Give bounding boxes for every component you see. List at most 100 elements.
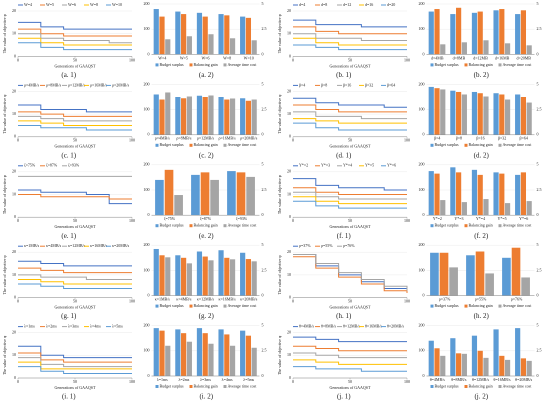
y-tick-label: 200 bbox=[144, 1, 150, 6]
series-line bbox=[293, 104, 407, 113]
legend-swatch bbox=[155, 304, 159, 308]
y-tick-label: 0 bbox=[262, 51, 264, 56]
bar bbox=[236, 172, 246, 216]
legend-label: β=8 bbox=[321, 82, 327, 87]
legend-swatch bbox=[155, 63, 159, 67]
legend-label: Budget surplus bbox=[435, 383, 460, 388]
caption: (g. 1) bbox=[61, 312, 77, 320]
bar bbox=[471, 335, 478, 376]
bar bbox=[520, 97, 527, 135]
x-tick-label: κ=20MB/s bbox=[240, 297, 258, 302]
x-tick-label: β=4 bbox=[434, 136, 440, 141]
y-tick-label: 5 bbox=[537, 323, 539, 328]
x-tick-label: 100 bbox=[404, 379, 410, 384]
bar bbox=[493, 172, 499, 216]
bar bbox=[440, 355, 446, 376]
bar bbox=[461, 202, 467, 216]
y-tick-label: 0 bbox=[14, 295, 16, 300]
legend-label: Budget surplus bbox=[435, 62, 460, 67]
x-tick-label: λ=5ms bbox=[243, 377, 254, 382]
bar bbox=[186, 341, 192, 376]
y-tick-label: 0 bbox=[14, 214, 16, 219]
y-tick-label: 100 bbox=[144, 26, 150, 31]
legend-label: Budget surplus bbox=[160, 142, 185, 147]
bar bbox=[229, 345, 236, 376]
x-tick-label: ρ=8MB/s bbox=[176, 136, 192, 141]
bar bbox=[202, 97, 208, 135]
bar bbox=[449, 267, 458, 296]
bar bbox=[208, 343, 214, 376]
y-tick-label: 200 bbox=[144, 162, 150, 167]
caption: (e. 1) bbox=[61, 232, 76, 240]
bar bbox=[159, 99, 165, 135]
x-tick-label: 0 bbox=[292, 379, 294, 384]
y-tick-label: 0 bbox=[14, 53, 16, 58]
bar bbox=[434, 173, 440, 216]
legend-label: ζ=75% bbox=[24, 163, 36, 168]
legend-label: Budget surplus bbox=[435, 303, 460, 308]
legend-label: Average time cost bbox=[503, 62, 533, 67]
legend-swatch bbox=[498, 143, 502, 147]
series-line bbox=[293, 200, 407, 209]
series-line bbox=[18, 115, 132, 122]
y-tick-label: 0 bbox=[262, 373, 264, 378]
bar bbox=[515, 328, 521, 376]
bar bbox=[456, 7, 462, 55]
y-axis-label: The value of objective φ bbox=[277, 174, 282, 214]
legend-label: Balancing gain bbox=[194, 142, 218, 147]
y-tick-label: 0 bbox=[262, 212, 264, 217]
y-tick-label: 0 bbox=[148, 51, 150, 56]
y-tick-label: 200 bbox=[419, 81, 425, 86]
x-tick-label: 100 bbox=[404, 299, 410, 304]
series-line bbox=[18, 120, 132, 126]
y-tick-label: 2.5 bbox=[537, 348, 542, 353]
y-tick-label: 5 bbox=[537, 81, 539, 86]
x-tick-label: 0 bbox=[17, 218, 19, 223]
x-tick-label: ζ=87% bbox=[200, 216, 212, 221]
series-line bbox=[18, 352, 132, 363]
legend-label: ζ=87% bbox=[46, 163, 58, 168]
x-tick-label: θ=16MB/s bbox=[494, 377, 512, 382]
caption: (f. 1) bbox=[337, 232, 352, 240]
bar bbox=[450, 90, 456, 135]
x-tick-label: 0 bbox=[17, 379, 19, 384]
series-line bbox=[18, 37, 132, 46]
x-tick-label: 50 bbox=[348, 218, 352, 223]
legend-label: Balancing gain bbox=[469, 62, 493, 67]
legend-swatch bbox=[189, 385, 193, 388]
legend-label: θ=20MB/s bbox=[387, 324, 405, 329]
y-tick-label: 100 bbox=[419, 187, 425, 192]
bar bbox=[526, 45, 532, 55]
y-tick-label: 20 bbox=[12, 330, 16, 335]
legend-swatch bbox=[430, 385, 434, 388]
series-line bbox=[293, 366, 407, 372]
bar bbox=[240, 16, 246, 55]
x-tick-label: d=12MB bbox=[473, 55, 488, 60]
x-tick-label: κ=12MB/s bbox=[197, 297, 215, 302]
legend-label: β=4 bbox=[299, 82, 305, 87]
bar bbox=[202, 16, 208, 55]
series-line bbox=[293, 122, 407, 131]
y-axis-label: The value of objective φ bbox=[277, 335, 282, 375]
y-tick-label: 200 bbox=[419, 242, 425, 247]
series-line bbox=[18, 111, 132, 117]
legend-label: ρ=8MB/s bbox=[46, 82, 62, 87]
x-tick-label: ρ=76% bbox=[511, 297, 523, 302]
legend-label: Balancing gain bbox=[194, 303, 218, 308]
bar bbox=[196, 328, 203, 376]
x-tick-label: 0 bbox=[292, 57, 294, 62]
y-tick-label: 10 bbox=[12, 111, 16, 116]
x-tick-label: 0 bbox=[292, 138, 294, 143]
series-line bbox=[18, 33, 132, 44]
y-tick-label: 20 bbox=[12, 8, 16, 13]
bar bbox=[493, 93, 499, 135]
legend-label: β=32 bbox=[365, 82, 373, 87]
bar bbox=[466, 255, 475, 296]
x-tick-label: κ=16MB/s bbox=[219, 297, 237, 302]
bar bbox=[196, 12, 203, 55]
y-tick-label: 100 bbox=[144, 187, 150, 192]
legend-swatch bbox=[464, 385, 468, 388]
caption: (d. 2) bbox=[474, 151, 490, 159]
bar bbox=[251, 99, 257, 135]
x-tick-label: W=4 bbox=[158, 55, 166, 60]
